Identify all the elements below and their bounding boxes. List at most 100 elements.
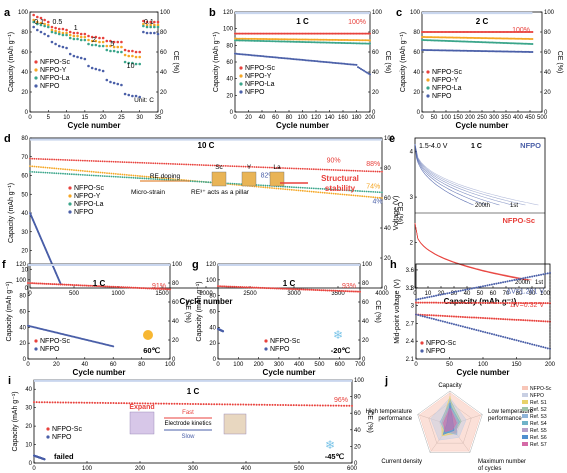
point-sc (464, 316, 467, 319)
point-nfpo (475, 328, 478, 331)
point-sc (527, 31, 530, 33)
point-sc (62, 158, 64, 161)
temperature-label: 60℃ (143, 346, 160, 355)
point-sc (449, 31, 452, 33)
x-tick-label: 80 (286, 115, 293, 121)
point-y (62, 168, 64, 171)
point-la (330, 188, 333, 191)
point-la (227, 182, 229, 185)
point-sc (295, 404, 298, 407)
point-sc (133, 402, 136, 405)
point-sc (229, 285, 232, 288)
x-tick-label: 50 (431, 115, 438, 121)
point-nfpo (497, 282, 500, 285)
point-nfpo (264, 55, 266, 58)
point-nfpo (455, 49, 458, 52)
point-y (303, 38, 305, 41)
point-nfpo (531, 51, 534, 53)
point-nfpo (336, 62, 338, 65)
point-sc (136, 402, 139, 405)
point-y (152, 176, 155, 179)
point-y (288, 38, 290, 41)
point-sc (506, 318, 509, 321)
x-tick-label: 400 (294, 362, 305, 368)
point-nfpo (484, 331, 487, 334)
y2-tick-label: 0 (544, 110, 548, 116)
point-nfpo (444, 49, 447, 52)
point-la (264, 184, 267, 187)
point-sc (495, 317, 498, 320)
point-sc (227, 285, 230, 288)
point-sc (122, 286, 125, 289)
point-sc (290, 404, 293, 407)
y2-tick-label: 0 (160, 110, 164, 116)
point-nfpo (475, 286, 478, 289)
point-sc (381, 170, 383, 173)
point-y (477, 37, 480, 40)
x-tick-label: 120 (311, 115, 322, 121)
point-sc (318, 32, 320, 35)
y2-axis-label: CE (%) (172, 51, 179, 74)
point-sc (247, 32, 250, 35)
point-nfpo (109, 80, 112, 84)
point-nfpo (235, 52, 238, 55)
point-la (273, 40, 275, 43)
point-y (46, 166, 49, 169)
y-axis-label: Capacity (mAh g⁻¹) (6, 281, 13, 341)
point-sc (432, 314, 435, 317)
point-y (256, 37, 259, 40)
rate-label: 0.1 (144, 19, 154, 26)
point-y (341, 193, 344, 196)
point-sc (378, 170, 381, 173)
snowflake-icon: ❄ (333, 328, 343, 342)
point-sc (428, 301, 431, 304)
point-sc (417, 301, 420, 304)
point-nfpo (54, 42, 57, 46)
point-y (76, 34, 79, 38)
point-nfpo (357, 66, 359, 69)
point-y (150, 176, 152, 178)
point-sc (458, 31, 461, 33)
point-sc (169, 162, 172, 165)
y-tick-label: 3.6 (406, 268, 415, 274)
point-y (312, 190, 315, 193)
point-sc (43, 401, 46, 404)
point-nfpo (506, 50, 509, 53)
point-sc (486, 301, 489, 304)
legend-marker-nfpo (46, 435, 50, 439)
inset-element-label: Sc (215, 164, 223, 171)
radar-axis-label: performance (378, 416, 412, 422)
point-sc (419, 301, 422, 304)
point-nfpo (437, 49, 440, 52)
legend-label-y: NFPO-Y (74, 193, 101, 200)
point-sc (508, 302, 511, 305)
point-nfpo (298, 58, 301, 61)
point-nfpo (307, 59, 310, 62)
point-sc (361, 32, 364, 35)
point-sc (262, 32, 265, 35)
point-sc (464, 301, 467, 304)
point-sc (513, 31, 516, 33)
point-sc (501, 31, 504, 33)
point-nfpo (145, 31, 149, 35)
point-y (447, 36, 450, 39)
point-y (54, 29, 57, 33)
point-y (499, 37, 502, 40)
point-nfpo (535, 344, 538, 347)
y2-tick-label: 60 (172, 300, 179, 306)
x-tick-label: 300 (274, 362, 285, 368)
point-nfpo (533, 343, 536, 346)
point-sc (109, 39, 112, 43)
point-nfpo (90, 66, 94, 70)
point-la (313, 41, 316, 44)
point-sc (277, 32, 280, 35)
point-y (268, 38, 271, 41)
point-y (440, 36, 443, 39)
point-y (284, 188, 287, 191)
point-y (29, 165, 31, 168)
point-sc (183, 163, 185, 166)
point-sc (303, 404, 306, 407)
point-nfpo (470, 327, 473, 330)
point-sc (134, 50, 138, 54)
point-nfpo (461, 289, 464, 292)
